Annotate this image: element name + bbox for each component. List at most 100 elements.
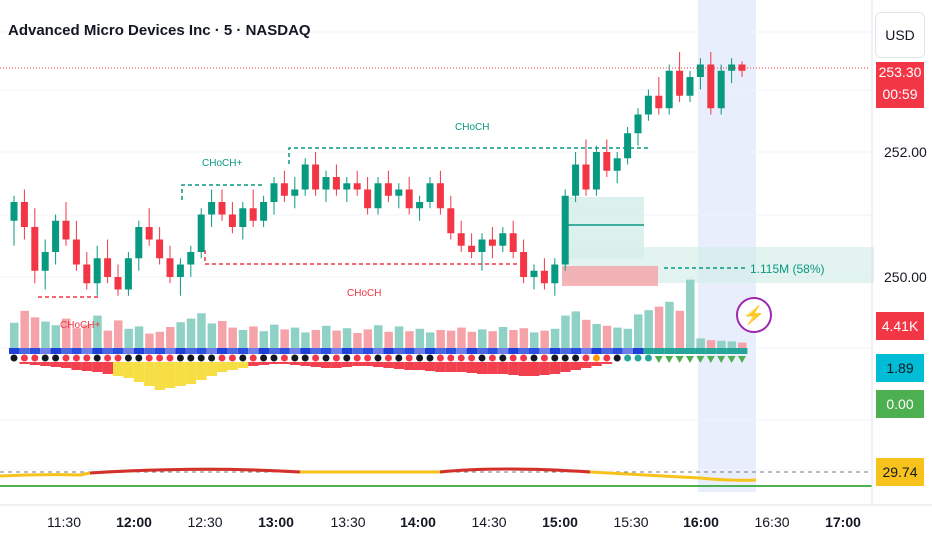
histogram-bar bbox=[549, 362, 561, 374]
trend-strip bbox=[217, 348, 228, 354]
volume-bar bbox=[186, 318, 196, 348]
candle-body bbox=[520, 252, 528, 277]
structure-lines bbox=[38, 147, 745, 298]
signal-dot bbox=[343, 354, 351, 362]
signal-dot bbox=[634, 354, 642, 362]
trend-strip bbox=[643, 348, 654, 354]
trend-strip bbox=[165, 348, 176, 354]
time-label: 13:30 bbox=[330, 514, 366, 530]
candle-body bbox=[582, 164, 590, 190]
candle-body bbox=[280, 183, 288, 196]
histogram-bar bbox=[310, 362, 321, 367]
candle-body bbox=[572, 164, 580, 196]
volume-bar bbox=[592, 324, 601, 348]
trend-strip bbox=[123, 348, 134, 354]
trend-strip bbox=[289, 348, 301, 354]
trend-strip bbox=[362, 348, 373, 354]
volume-bar bbox=[602, 325, 612, 348]
volume-bar bbox=[166, 327, 175, 348]
trend-strip bbox=[113, 348, 124, 354]
trend-strip bbox=[9, 348, 20, 354]
volume-bar bbox=[218, 321, 227, 348]
volume-bar bbox=[478, 329, 487, 348]
trend-strip bbox=[144, 348, 155, 354]
volume-bar bbox=[20, 310, 29, 348]
volume-bar bbox=[675, 310, 685, 348]
time-label: 15:30 bbox=[613, 514, 649, 530]
volume-bar bbox=[197, 313, 206, 348]
currency-button[interactable]: USD bbox=[875, 12, 925, 58]
signal-marker bbox=[675, 356, 684, 363]
signal-dot bbox=[156, 354, 164, 362]
lightning-icon[interactable]: ⚡ bbox=[736, 297, 772, 333]
signal-marker bbox=[686, 356, 694, 363]
volume-bar bbox=[550, 328, 560, 348]
volume-bar bbox=[665, 301, 674, 348]
volume-bar bbox=[353, 333, 362, 348]
signal-dot bbox=[488, 354, 496, 362]
signal-dot bbox=[603, 354, 611, 362]
volume-bar bbox=[394, 326, 404, 348]
volume-bar bbox=[301, 332, 310, 348]
trend-strip bbox=[466, 348, 477, 354]
trend-strip bbox=[425, 348, 436, 354]
signal-dot bbox=[20, 354, 28, 362]
trend-strip bbox=[612, 348, 623, 354]
trend-strip bbox=[331, 348, 342, 354]
trend-strip bbox=[716, 348, 727, 354]
volume-bar bbox=[322, 325, 331, 348]
histogram-bar bbox=[102, 362, 113, 374]
candle-body bbox=[624, 133, 632, 159]
volume-bar bbox=[176, 322, 185, 348]
histogram-bar bbox=[383, 362, 394, 368]
trend-strip bbox=[518, 348, 529, 354]
trend-strip bbox=[445, 348, 457, 354]
volume-bar bbox=[457, 327, 466, 348]
histogram-bar bbox=[123, 362, 134, 378]
candle-body bbox=[270, 183, 278, 202]
candle-body bbox=[312, 164, 320, 190]
volume-bar bbox=[405, 331, 414, 348]
candle-body bbox=[145, 227, 153, 240]
histogram-bar bbox=[487, 362, 498, 374]
volume-bar bbox=[374, 325, 383, 348]
candle-body bbox=[395, 189, 403, 196]
volume-bar bbox=[696, 338, 705, 348]
rsi-tag: 29.74 bbox=[876, 458, 924, 486]
candle-body bbox=[384, 183, 392, 196]
volume-bar bbox=[114, 320, 123, 348]
signal-marker bbox=[738, 356, 746, 363]
candles-layer bbox=[10, 52, 746, 296]
histogram-bar bbox=[237, 362, 249, 368]
volume-bar bbox=[51, 325, 61, 348]
signal-dot bbox=[478, 354, 486, 362]
trend-strip bbox=[705, 348, 717, 354]
candle-body bbox=[696, 64, 704, 77]
volume-bar bbox=[717, 340, 726, 348]
candle-body bbox=[717, 70, 725, 109]
trend-strip bbox=[227, 348, 238, 354]
signal-dot bbox=[187, 354, 195, 362]
signal-dot bbox=[104, 354, 112, 362]
volume-bar bbox=[311, 330, 321, 348]
histogram-bar bbox=[425, 362, 436, 371]
histogram-bar bbox=[508, 362, 519, 375]
volume-bar bbox=[10, 322, 19, 348]
volume-bar bbox=[82, 324, 92, 348]
histogram-bar bbox=[133, 362, 145, 382]
histogram-bar bbox=[269, 362, 280, 364]
osc1-tag: 1.89 bbox=[876, 354, 924, 382]
volume-bar bbox=[72, 328, 81, 348]
candle-body bbox=[62, 220, 70, 240]
signal-dot bbox=[405, 354, 413, 362]
signal-marker bbox=[696, 356, 705, 363]
signal-dot bbox=[353, 354, 361, 362]
candle-body bbox=[468, 245, 476, 252]
volume-bar bbox=[103, 330, 113, 348]
histogram-bar bbox=[393, 362, 405, 369]
choch-plus-lower-label: CHoCH+ bbox=[60, 320, 100, 331]
signal-marker bbox=[717, 356, 726, 363]
signal-dot bbox=[426, 354, 434, 362]
trend-strip bbox=[622, 348, 633, 354]
